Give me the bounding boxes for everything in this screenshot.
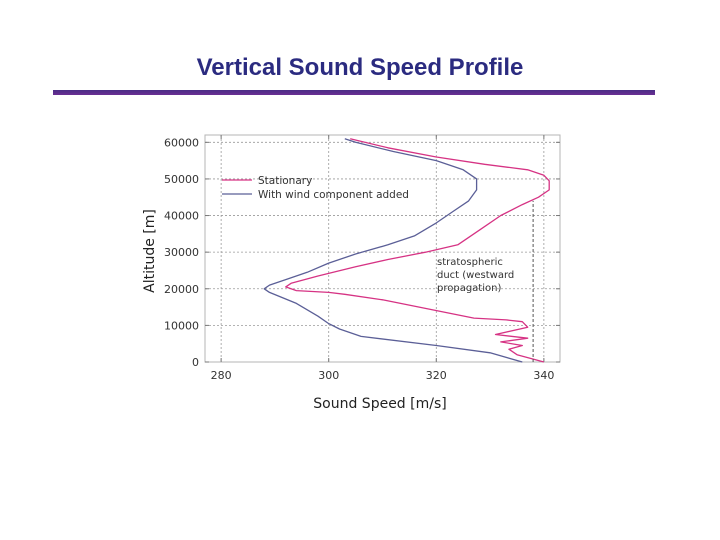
y-tick-label: 50000 xyxy=(164,173,199,186)
legend-label: Stationary xyxy=(258,175,312,187)
y-axis-label: Altitude [m] xyxy=(142,209,158,293)
legend-label: With wind component added xyxy=(258,189,409,201)
x-tick-label: 340 xyxy=(533,369,554,382)
x-axis-label: Sound Speed [m/s] xyxy=(313,396,446,412)
y-tick-label: 0 xyxy=(192,356,199,369)
x-tick-label: 320 xyxy=(426,369,447,382)
series-line-stationary xyxy=(285,138,550,363)
title-divider xyxy=(53,90,655,95)
y-tick-label: 40000 xyxy=(164,210,199,223)
plot-frame xyxy=(204,134,561,363)
page-title: Vertical Sound Speed Profile xyxy=(196,54,524,81)
series-layer xyxy=(263,138,550,363)
legend: Stationary With wind component added xyxy=(222,175,409,201)
annotation-layer: stratospheric duct (westward propagation) xyxy=(437,200,534,362)
annotation-text: stratospheric xyxy=(437,257,503,268)
series-line-wind xyxy=(263,138,523,363)
grid-layer xyxy=(205,135,560,363)
x-tick-label: 280 xyxy=(211,369,232,382)
axes-layer: 0 10000 20000 30000 40000 50000 60000 280 300 320… xyxy=(164,134,561,382)
y-tick-label: 30000 xyxy=(164,246,199,259)
x-tick-label: 300 xyxy=(318,369,339,382)
y-tick-label: 60000 xyxy=(164,136,199,149)
annotation-text: duct (westward xyxy=(437,270,514,281)
y-tick-label: 20000 xyxy=(164,283,199,296)
y-tick-label: 10000 xyxy=(164,319,199,332)
annotation-text: propagation) xyxy=(437,283,501,294)
